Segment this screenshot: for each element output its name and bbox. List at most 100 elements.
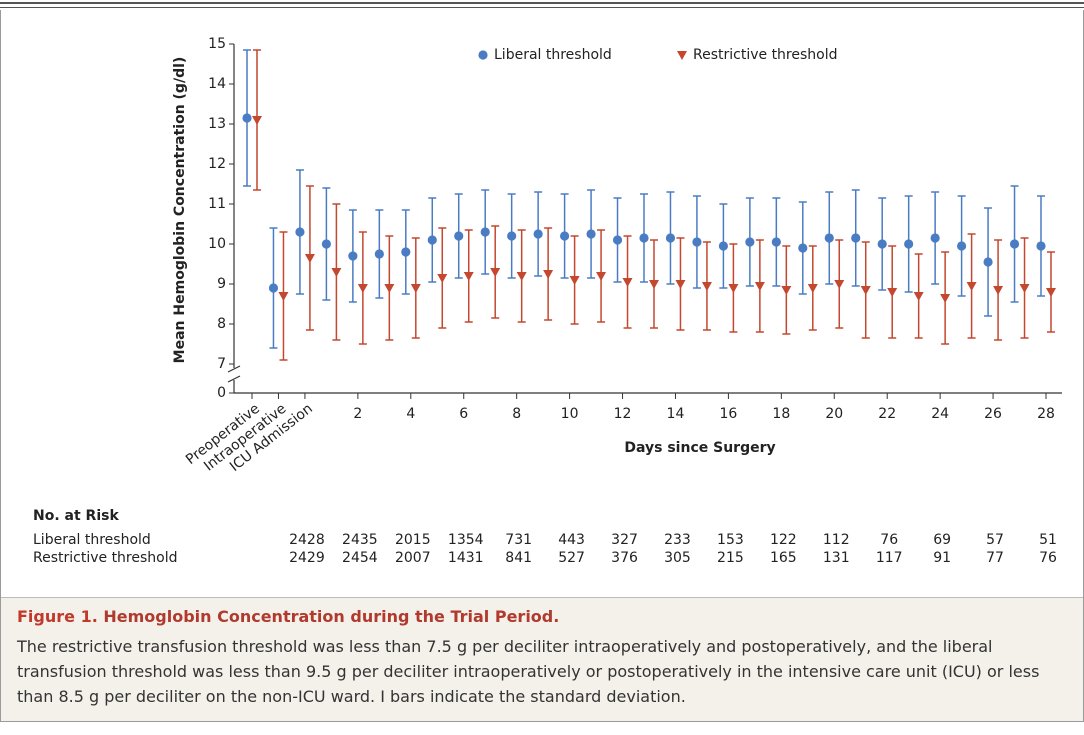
point	[242, 113, 252, 123]
y-tick-label: 12	[208, 156, 226, 172]
risk-value: 233	[664, 532, 691, 548]
risk-value: 305	[664, 550, 691, 566]
point	[304, 254, 315, 263]
risk-value: 376	[611, 550, 638, 566]
risk-value: 51	[1039, 532, 1057, 548]
figure-title: Hemoglobin Concentration during the Tria…	[103, 607, 560, 626]
y-tick-label: 14	[208, 76, 226, 92]
y-tick-label: 11	[208, 196, 226, 212]
risk-value: 2429	[289, 550, 325, 566]
axis-break	[227, 365, 241, 373]
point	[904, 239, 914, 249]
y-tick-label: 9	[217, 276, 226, 292]
point	[728, 284, 739, 293]
x-tick-label: 4	[406, 406, 415, 422]
point	[401, 247, 411, 257]
risk-value: 1431	[448, 550, 484, 566]
point	[1036, 241, 1046, 251]
point	[543, 270, 554, 279]
point	[957, 241, 967, 251]
point	[357, 284, 368, 293]
risk-value: 443	[558, 532, 585, 548]
risk-value: 117	[876, 550, 903, 566]
point	[410, 284, 421, 293]
y-tick-label: 0	[217, 385, 226, 401]
y-tick-label: 7	[217, 356, 226, 372]
point	[834, 280, 845, 289]
point	[490, 268, 501, 277]
legend-label: Restrictive threshold	[693, 47, 838, 63]
caption-text: The restrictive transfusion threshold wa…	[17, 637, 1040, 706]
risk-value: 841	[505, 550, 532, 566]
point	[1046, 288, 1056, 297]
risk-value: 215	[717, 550, 744, 566]
point	[560, 231, 570, 241]
point	[807, 284, 818, 293]
rule	[0, 2, 1084, 4]
legend-marker	[677, 51, 687, 60]
point	[718, 241, 729, 251]
risk-value: 91	[933, 550, 951, 566]
x-tick-label: 16	[719, 406, 737, 422]
risk-value: 77	[986, 550, 1004, 566]
point	[771, 237, 781, 247]
point	[533, 229, 543, 239]
axis-break	[227, 375, 241, 383]
point	[798, 243, 808, 253]
y-axis-label: Mean Hemoglobin Concentration (g/dl)	[172, 57, 188, 364]
point	[940, 294, 951, 303]
point	[437, 274, 448, 283]
point	[374, 249, 384, 259]
point	[321, 239, 331, 249]
point	[295, 227, 305, 237]
point	[348, 251, 358, 261]
figure-label: Figure 1.	[17, 607, 98, 626]
point	[754, 282, 765, 291]
risk-value: 131	[823, 550, 850, 566]
risk-value: 2428	[289, 532, 325, 548]
point	[781, 286, 792, 295]
point	[966, 282, 977, 291]
point	[639, 233, 649, 243]
x-tick-label: 10	[561, 406, 579, 422]
risk-value: 527	[558, 550, 585, 566]
point	[675, 280, 686, 289]
point	[887, 288, 898, 297]
chart: Mean Hemoglobin Concentration (g/dl) Day…	[33, 36, 1062, 566]
risk-value: 2015	[395, 532, 431, 548]
risk-value: 2007	[395, 550, 431, 566]
legend-marker	[478, 50, 488, 60]
y-tick-label: 13	[208, 116, 226, 132]
x-tick-label: 20	[825, 406, 843, 422]
point	[331, 268, 342, 277]
x-tick-label: 28	[1037, 406, 1055, 422]
point	[983, 257, 993, 267]
risk-value: 2454	[342, 550, 378, 566]
risk-value: 153	[717, 532, 744, 548]
point	[913, 292, 924, 301]
point	[993, 286, 1004, 295]
point	[463, 272, 474, 281]
risk-value: 2435	[342, 532, 378, 548]
point	[877, 239, 887, 249]
risk-value: 57	[986, 532, 1004, 548]
x-tick-label: 8	[512, 406, 521, 422]
caption: Figure 1. Hemoglobin Concentration durin…	[1, 597, 1083, 721]
point	[692, 237, 702, 247]
point	[860, 286, 871, 295]
risk-value: 112	[823, 532, 850, 548]
legend-label: Liberal threshold	[494, 47, 612, 63]
point	[612, 235, 623, 245]
rule	[0, 7, 1084, 8]
point	[586, 229, 596, 239]
x-tick-label: 24	[931, 406, 949, 422]
x-tick-label: 18	[772, 406, 790, 422]
point	[569, 276, 580, 285]
point	[480, 227, 490, 237]
point	[596, 272, 607, 281]
risk-row-label: Liberal threshold	[33, 532, 151, 548]
risk-value: 1354	[448, 532, 484, 548]
point	[701, 282, 712, 291]
risk-value: 122	[770, 532, 797, 548]
x-tick-label: 12	[614, 406, 632, 422]
